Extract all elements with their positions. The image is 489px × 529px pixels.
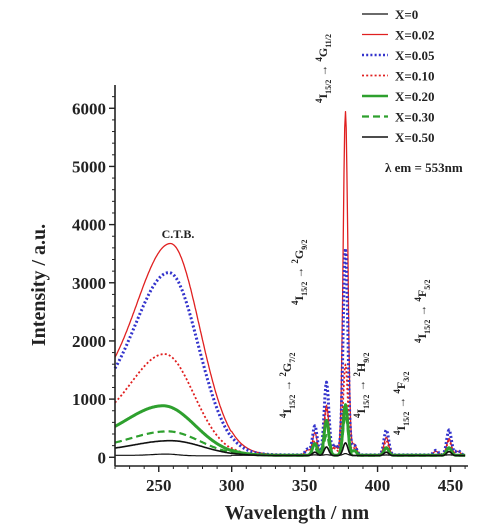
y-axis-title: Intensity / a.u. — [28, 224, 50, 346]
ctb-label: C.T.B. — [162, 227, 195, 241]
axes-layer: 250 300 350 400 450 0 1000 2000 3000 4000 5000 6000 — [72, 85, 468, 495]
y-tick-label: 3000 — [72, 274, 106, 293]
y-tick-label: 6000 — [72, 99, 106, 118]
y-tick-label: 4000 — [72, 216, 106, 235]
x-tick-label: 450 — [438, 476, 464, 495]
transition-label: 4I15/2 → 4G11/2 — [314, 34, 333, 103]
transition-label: 4I15/2 → 2G7/2 — [278, 353, 297, 418]
transition-label: 4I15/2 → 4F3/2 — [392, 372, 411, 435]
legend-label: X=0.02 — [395, 28, 435, 43]
legend-label: X=0.05 — [395, 48, 435, 63]
y-tick-label: 5000 — [72, 157, 106, 176]
labels-layer: Wavelength / nm Intensity / a.u. C.T.B. … — [28, 160, 463, 524]
transitions-layer: 4I15/2 → 4G11/2 4I15/2 → 2G9/2 4I15/2 → 2G… — [278, 34, 432, 435]
transition-label: 4I15/2 → 4F5/2 — [413, 280, 432, 343]
x-axis-title: Wavelength / nm — [225, 502, 370, 524]
x-tick-label: 250 — [146, 476, 172, 495]
transition-label: 4I15/2 → 2H9/2 — [352, 353, 371, 418]
y-tick-label: 0 — [98, 448, 107, 467]
y-tick-label: 2000 — [72, 332, 106, 351]
legend-label: X=0.50 — [395, 130, 435, 145]
legend-label: X=0 — [395, 7, 418, 22]
series-line-2 — [113, 246, 466, 457]
series-layer — [113, 110, 466, 457]
series-line-6 — [114, 439, 466, 457]
legend: X=0 X=0.02 X=0.05 X=0.10 X=0.20 X=0.30 X=0.50 — [362, 7, 435, 145]
x-tick-label: 350 — [292, 476, 318, 495]
x-tick-label: 400 — [365, 476, 391, 495]
legend-label: X=0.10 — [395, 69, 435, 84]
series-line-5 — [114, 413, 466, 457]
x-tick-label: 300 — [219, 476, 245, 495]
lambda-em-label: λ em = 553nm — [385, 160, 463, 175]
y-tick-label: 1000 — [72, 390, 106, 409]
transition-label: 4I15/2 → 2G9/2 — [290, 240, 309, 305]
legend-label: X=0.30 — [395, 110, 435, 125]
legend-label: X=0.20 — [395, 89, 435, 104]
